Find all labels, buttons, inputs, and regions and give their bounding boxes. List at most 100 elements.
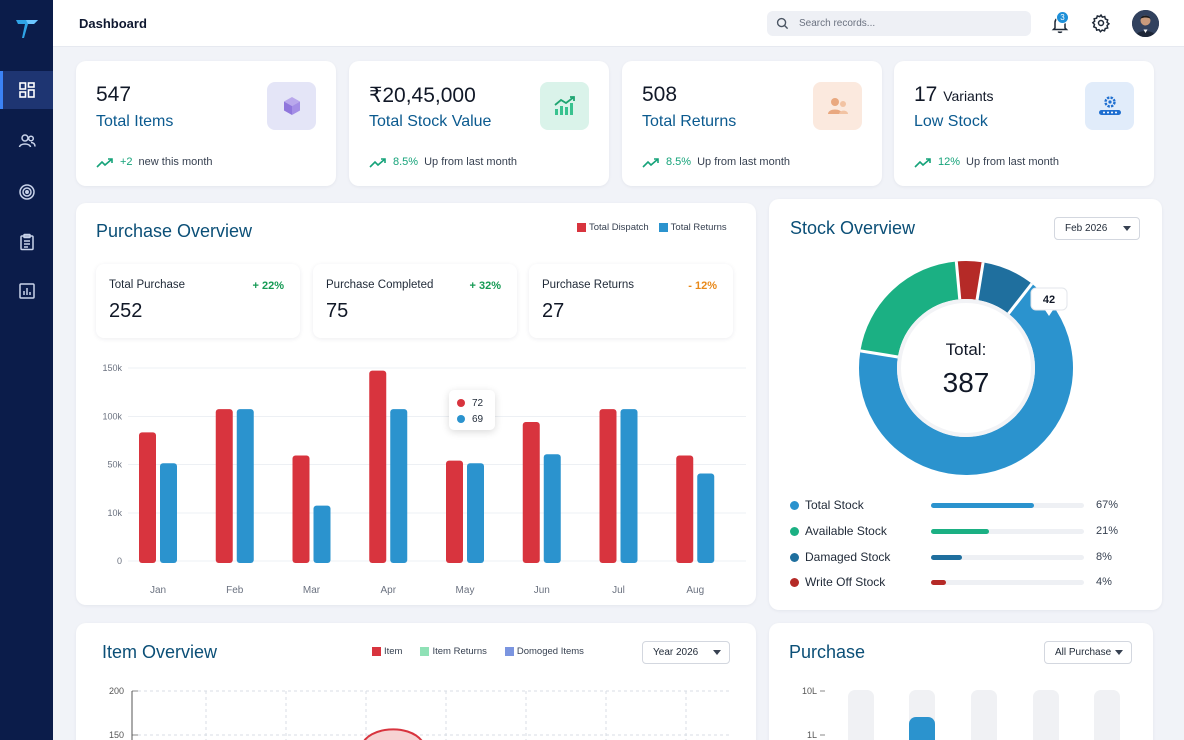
donut-callout-value: 42 (1043, 294, 1055, 306)
legend-item-damaged-items[interactable]: Domoged Items (504, 646, 584, 657)
kpi-label: Low Stock (914, 113, 988, 130)
donut-center-label: Total: (946, 340, 987, 359)
stat-label: Purchase Completed (326, 279, 434, 291)
legend-item-item[interactable]: Item (372, 646, 402, 657)
section-title: Stock Overview (790, 218, 916, 238)
bar-dispatch-feb (215, 409, 233, 563)
kpi-trend: 12% Up from last month (914, 156, 1059, 168)
kpi-icon-growth (540, 82, 589, 130)
stock-period-select[interactable]: Feb 2026 (1054, 217, 1140, 240)
search-icon (776, 17, 789, 30)
trend-up-icon (642, 157, 659, 168)
sidebar (0, 0, 53, 740)
stat-change: + 32% (469, 280, 502, 292)
slice-separator (1007, 282, 1034, 315)
stat-change: - 12% (688, 280, 717, 292)
column-track (1033, 690, 1059, 740)
brand-logo-icon[interactable] (13, 14, 41, 42)
users-icon (18, 134, 36, 148)
progress-fill (931, 503, 1034, 508)
donut-center (897, 299, 1035, 437)
column-track (1094, 690, 1120, 740)
bar-dispatch-jul (599, 409, 617, 563)
slice-separator (975, 262, 985, 301)
item-year-select[interactable]: Year 2026 (642, 641, 730, 664)
y-tick-label: 200 (109, 686, 124, 696)
clipboard-icon (19, 233, 34, 251)
stock-row-write-off: Write Off Stock 4% (790, 574, 1140, 592)
section-title: Purchase Overview (96, 221, 253, 241)
bar-tooltip: 72 69 (449, 390, 495, 430)
sidebar-item-target[interactable] (0, 173, 53, 211)
kpi-card-total-items: 547 Total Items +2 new this month (76, 61, 336, 186)
y-tick-label: 1L (807, 730, 817, 740)
trend-up-icon (96, 157, 113, 168)
sidebar-item-reports[interactable] (0, 272, 53, 310)
item-line-chart: 200 150 (109, 686, 731, 740)
x-tick-label: Jul (612, 585, 625, 596)
kpi-label: Total Returns (642, 113, 737, 130)
stock-overview-card: Stock Overview Feb 2026 Total: 387 42 Tota… (769, 199, 1162, 610)
donut-slice-available-stock (860, 261, 961, 358)
growth-chart-icon (553, 96, 575, 115)
stat-card-purchase-returns: Purchase Returns - 12% 27 (529, 264, 733, 338)
purchase-bar-chart: 150k 100k 50k 10k 0 Jan Feb Mar Apr May Jun Jul Aug (102, 363, 746, 596)
stat-value: 75 (326, 300, 349, 322)
sidebar-item-clipboard[interactable] (0, 223, 53, 261)
stock-row-available: Available Stock 21% (790, 523, 1140, 541)
chevron-down-icon (1123, 226, 1131, 231)
settings-card-icon (1098, 96, 1121, 115)
stat-value: 27 (542, 300, 565, 322)
trend-up-icon (914, 157, 931, 168)
y-tick-label: 50k (107, 460, 122, 470)
bar-returns-jun (543, 454, 561, 563)
stat-value: 252 (109, 300, 143, 322)
kpi-icon-settings (1085, 82, 1134, 130)
kpi-icon-box (267, 82, 316, 130)
bar-returns-apr (390, 409, 408, 563)
kpi-value: ₹20,45,000 (369, 84, 476, 107)
user-avatar[interactable] (1132, 10, 1159, 37)
y-tick-label: 0 (117, 556, 122, 566)
section-title: Purchase (789, 642, 866, 662)
kpi-value: 508 (642, 83, 678, 106)
chevron-down-icon (713, 650, 721, 655)
sidebar-item-users[interactable] (0, 122, 53, 160)
kpi-trend: 8.5% Up from last month (642, 156, 790, 168)
purchase-card: Purchase All Purchase 10L 1L (769, 623, 1153, 740)
bar-returns-jul (620, 409, 638, 563)
x-tick-label: Apr (380, 585, 396, 596)
chevron-down-icon (1115, 650, 1123, 655)
kpi-label: Total Stock Value (369, 113, 492, 130)
dashboard-icon (18, 82, 35, 98)
bar-returns-aug (697, 473, 715, 563)
legend-item-item-returns[interactable]: Item Returns (420, 646, 487, 657)
bar-dispatch-jun (522, 422, 540, 563)
y-tick-label: 150 (109, 730, 124, 740)
kpi-trend: +2 new this month (96, 156, 213, 168)
kpi-card-total-returns: 508 Total Returns 8.5% Up from last month (622, 61, 882, 186)
stock-row-damaged: Damaged Stock 8% (790, 549, 1140, 567)
kpi-icon-people (813, 82, 862, 130)
item-overview-card: Item Overview Item Item Returns Domoged … (76, 623, 756, 740)
item-chart-legend: Item Item Returns Domoged Items (372, 646, 584, 657)
stat-card-total-purchase: Total Purchase + 22% 252 (96, 264, 300, 338)
donut-center-value: 387 (943, 367, 990, 398)
search-input[interactable] (799, 18, 1019, 29)
sidebar-item-dashboard[interactable] (0, 71, 53, 109)
chart-legend: Total Dispatch Total Returns (577, 222, 727, 233)
bar-returns-may (467, 463, 484, 563)
bar-dispatch-apr (369, 370, 387, 563)
legend-item-returns[interactable]: Total Returns (658, 222, 727, 233)
top-header: Dashboard 3 (53, 0, 1184, 47)
kpi-value: 17 Variants (914, 83, 994, 106)
x-tick-label: Jan (150, 585, 166, 596)
stat-label: Total Purchase (109, 279, 186, 291)
legend-item-dispatch[interactable]: Total Dispatch (577, 222, 649, 233)
search-bar[interactable] (767, 11, 1031, 36)
purchase-filter-select[interactable]: All Purchase (1044, 641, 1132, 664)
settings-gear-icon[interactable] (1091, 13, 1111, 33)
progress-fill (931, 555, 962, 560)
progress-fill (931, 529, 990, 534)
donut-slice-damaged-stock (976, 262, 1032, 315)
